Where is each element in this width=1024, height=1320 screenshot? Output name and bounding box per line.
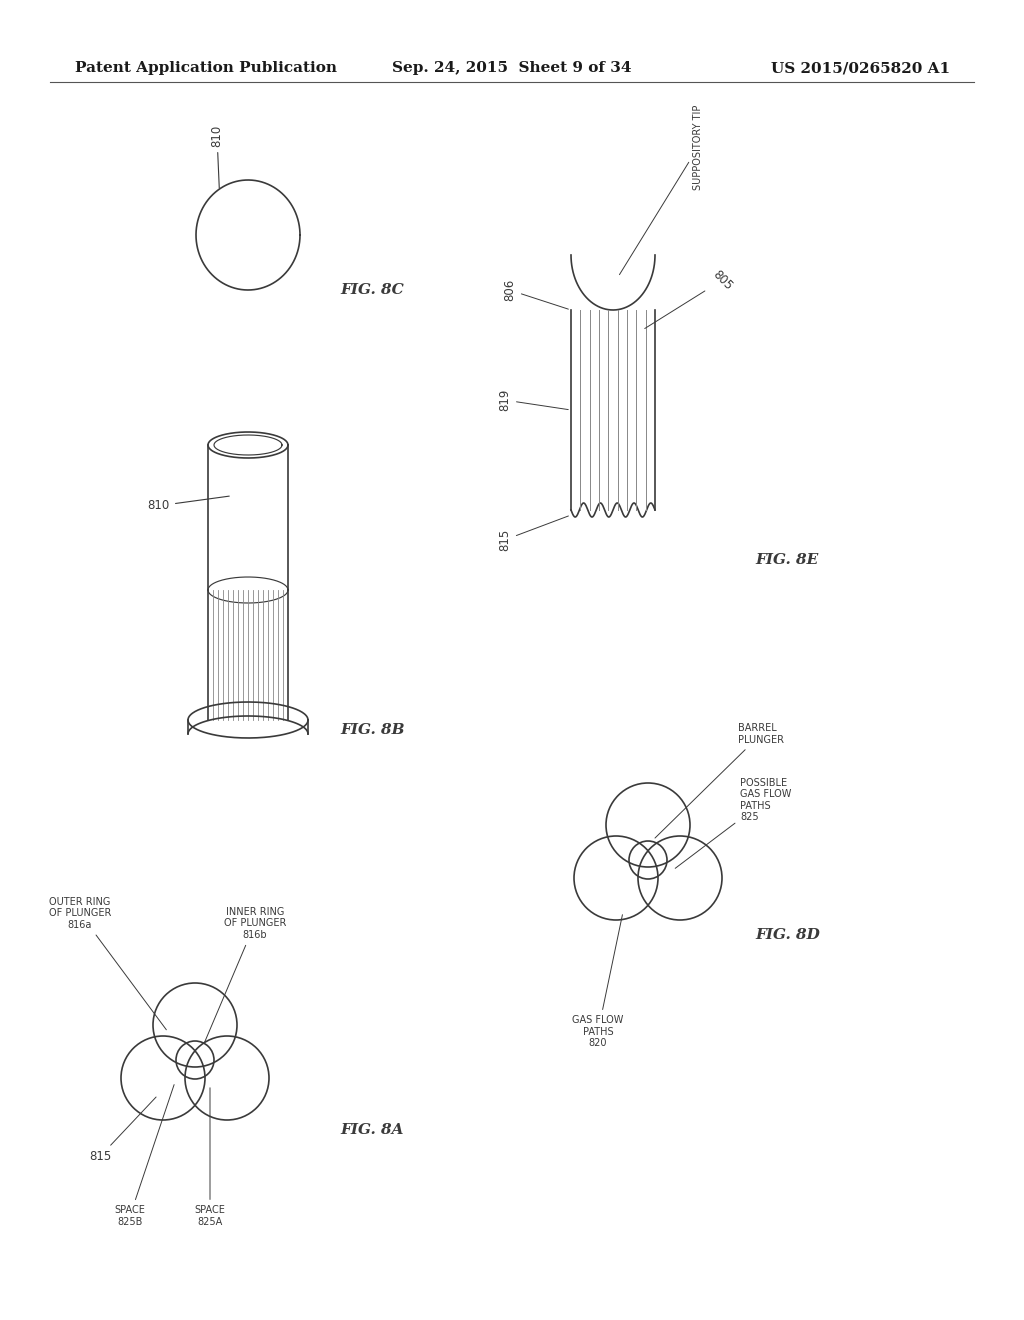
Text: Sep. 24, 2015  Sheet 9 of 34: Sep. 24, 2015 Sheet 9 of 34 bbox=[392, 61, 632, 75]
Text: 810: 810 bbox=[147, 496, 229, 512]
Text: GAS FLOW
PATHS
820: GAS FLOW PATHS 820 bbox=[572, 915, 624, 1048]
Text: SPACE
825B: SPACE 825B bbox=[115, 1085, 174, 1226]
Text: SUPPOSITORY TIP: SUPPOSITORY TIP bbox=[620, 104, 703, 275]
Text: 806: 806 bbox=[503, 279, 568, 309]
Text: 819: 819 bbox=[498, 389, 568, 412]
Text: FIG. 8B: FIG. 8B bbox=[340, 723, 404, 737]
Text: POSSIBLE
GAS FLOW
PATHS
825: POSSIBLE GAS FLOW PATHS 825 bbox=[675, 777, 792, 869]
Text: SPACE
825A: SPACE 825A bbox=[195, 1088, 225, 1226]
Text: INNER RING
OF PLUNGER
816b: INNER RING OF PLUNGER 816b bbox=[204, 907, 286, 1043]
Text: FIG. 8D: FIG. 8D bbox=[755, 928, 820, 942]
Text: FIG. 8A: FIG. 8A bbox=[340, 1123, 403, 1137]
Text: US 2015/0265820 A1: US 2015/0265820 A1 bbox=[771, 61, 950, 75]
Text: Patent Application Publication: Patent Application Publication bbox=[75, 61, 337, 75]
Text: OUTER RING
OF PLUNGER
816a: OUTER RING OF PLUNGER 816a bbox=[49, 896, 166, 1030]
Text: BARREL
PLUNGER: BARREL PLUNGER bbox=[655, 723, 784, 838]
Text: 805: 805 bbox=[645, 268, 735, 329]
Text: 810: 810 bbox=[211, 125, 223, 189]
Text: 815: 815 bbox=[498, 516, 568, 552]
Text: FIG. 8E: FIG. 8E bbox=[755, 553, 818, 568]
Text: 815: 815 bbox=[89, 1097, 156, 1163]
Text: FIG. 8C: FIG. 8C bbox=[340, 282, 403, 297]
